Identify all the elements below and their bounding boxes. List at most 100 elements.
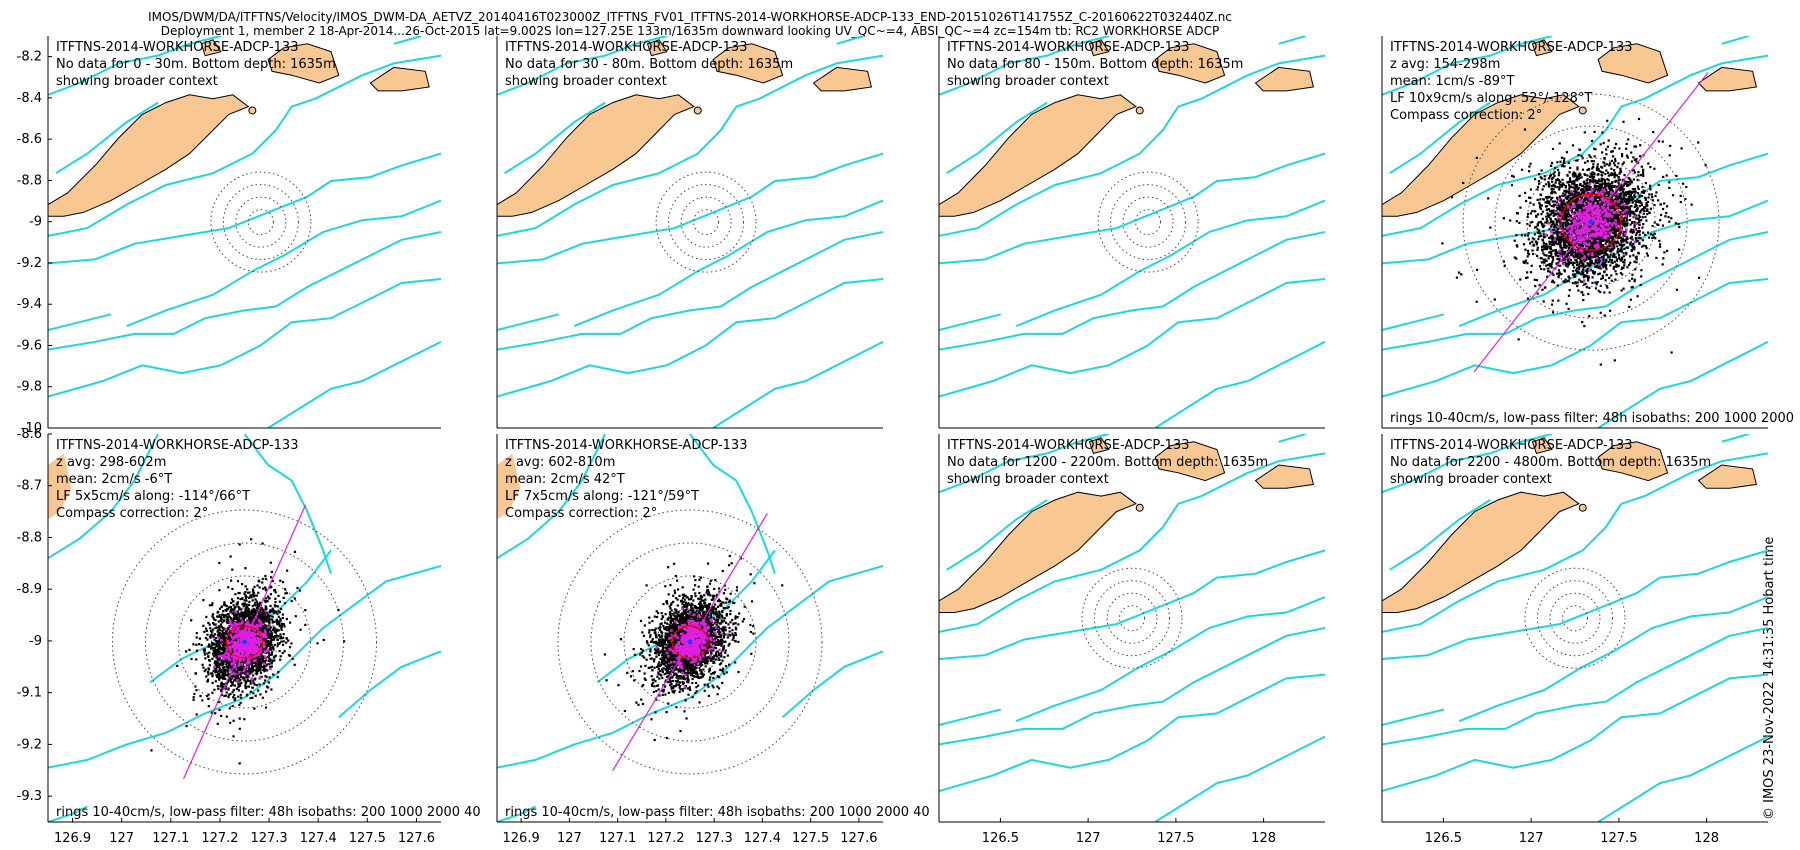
velocity-point (209, 645, 212, 648)
velocity-point (1598, 183, 1601, 186)
lowpass-point (1570, 228, 1574, 231)
lowpass-point (1594, 202, 1597, 206)
velocity-point (219, 641, 222, 644)
velocity-point (245, 599, 248, 602)
velocity-point (285, 637, 288, 640)
lowpass-point (1572, 203, 1576, 206)
velocity-point (1561, 178, 1564, 181)
velocity-point (263, 664, 266, 667)
velocity-point (1633, 260, 1636, 263)
lowpass-point (1597, 227, 1601, 230)
velocity-point (1574, 186, 1577, 189)
velocity-point (1441, 242, 1444, 245)
velocity-point (1564, 223, 1567, 226)
lowpass-point (1603, 228, 1606, 232)
velocity-point (1524, 234, 1527, 237)
lowpass-point (1584, 215, 1587, 219)
velocity-point (1643, 207, 1647, 210)
velocity-point (1558, 186, 1561, 189)
velocity-point (1532, 243, 1535, 246)
velocity-point (1620, 183, 1623, 187)
velocity-point (1643, 190, 1646, 193)
velocity-point (230, 666, 233, 669)
velocity-point (1548, 203, 1551, 206)
isobath-line (712, 340, 883, 428)
velocity-point (1616, 265, 1620, 268)
velocity-point (1586, 267, 1589, 270)
velocity-point (1608, 207, 1611, 210)
velocity-point (273, 604, 276, 607)
velocity-point (1620, 192, 1623, 195)
velocity-point (1609, 264, 1612, 267)
velocity-point (1620, 207, 1623, 210)
velocity-point (1571, 251, 1574, 255)
velocity-point (1537, 238, 1540, 241)
lowpass-point (1603, 218, 1607, 222)
velocity-point (1580, 264, 1583, 268)
velocity-point (1645, 203, 1648, 206)
y-tick-label: -8.8 (17, 173, 42, 188)
velocity-point (1550, 187, 1553, 191)
velocity-point (1598, 196, 1601, 199)
velocity-point (1560, 235, 1564, 238)
velocity-point (1667, 215, 1670, 219)
velocity-point (1597, 266, 1600, 269)
velocity-point (1609, 207, 1612, 210)
lowpass-point (1617, 211, 1620, 214)
velocity-point (1633, 221, 1636, 224)
velocity-point (237, 677, 240, 680)
speed-ring (222, 184, 299, 261)
velocity-point (1697, 141, 1700, 144)
lowpass-point (1608, 231, 1611, 234)
lowpass-point (1586, 219, 1590, 223)
velocity-point (1462, 181, 1465, 185)
velocity-point (1577, 192, 1580, 195)
velocity-point (1565, 215, 1568, 219)
panel-title: ITFTNS-2014-WORKHORSE-ADCP-133 (1390, 40, 1632, 55)
lowpass-point (1591, 196, 1594, 200)
velocity-point (1631, 246, 1635, 249)
velocity-point (1563, 157, 1566, 160)
velocity-point (1631, 191, 1634, 194)
velocity-point (1570, 230, 1573, 233)
velocity-point (1611, 150, 1614, 153)
lowpass-point (1616, 192, 1619, 196)
velocity-point (1594, 197, 1597, 200)
lowpass-point (1614, 222, 1618, 226)
velocity-point (1592, 202, 1596, 205)
velocity-point (1619, 258, 1622, 261)
velocity-point (1596, 168, 1599, 172)
isobath-line (836, 36, 864, 45)
velocity-point (1563, 246, 1566, 249)
velocity-point (1625, 142, 1628, 145)
velocity-point (1661, 263, 1664, 266)
velocity-point (1535, 279, 1538, 282)
velocity-point (1578, 253, 1581, 256)
velocity-point (1612, 199, 1615, 202)
velocity-point (1639, 211, 1642, 214)
velocity-point (1565, 244, 1568, 247)
velocity-point (1563, 281, 1566, 284)
velocity-point (259, 629, 262, 632)
velocity-point (1575, 261, 1579, 264)
velocity-point (1602, 245, 1605, 248)
velocity-point (1631, 220, 1634, 224)
velocity-point (270, 653, 274, 656)
isobath-line (1015, 199, 1325, 328)
velocity-point (264, 627, 267, 630)
velocity-point (1624, 191, 1627, 194)
lowpass-point (1589, 233, 1593, 236)
velocity-point (1541, 239, 1545, 242)
velocity-point (1592, 172, 1595, 175)
velocity-point (1629, 223, 1632, 226)
velocity-point (1555, 206, 1558, 209)
velocity-point (1635, 200, 1638, 204)
velocity-point (1560, 210, 1563, 213)
lowpass-point (1621, 203, 1625, 206)
velocity-point (1551, 210, 1554, 214)
velocity-point (1585, 189, 1588, 192)
lowpass-point (1568, 229, 1572, 233)
velocity-point (1558, 182, 1561, 185)
velocity-point (1546, 220, 1549, 223)
